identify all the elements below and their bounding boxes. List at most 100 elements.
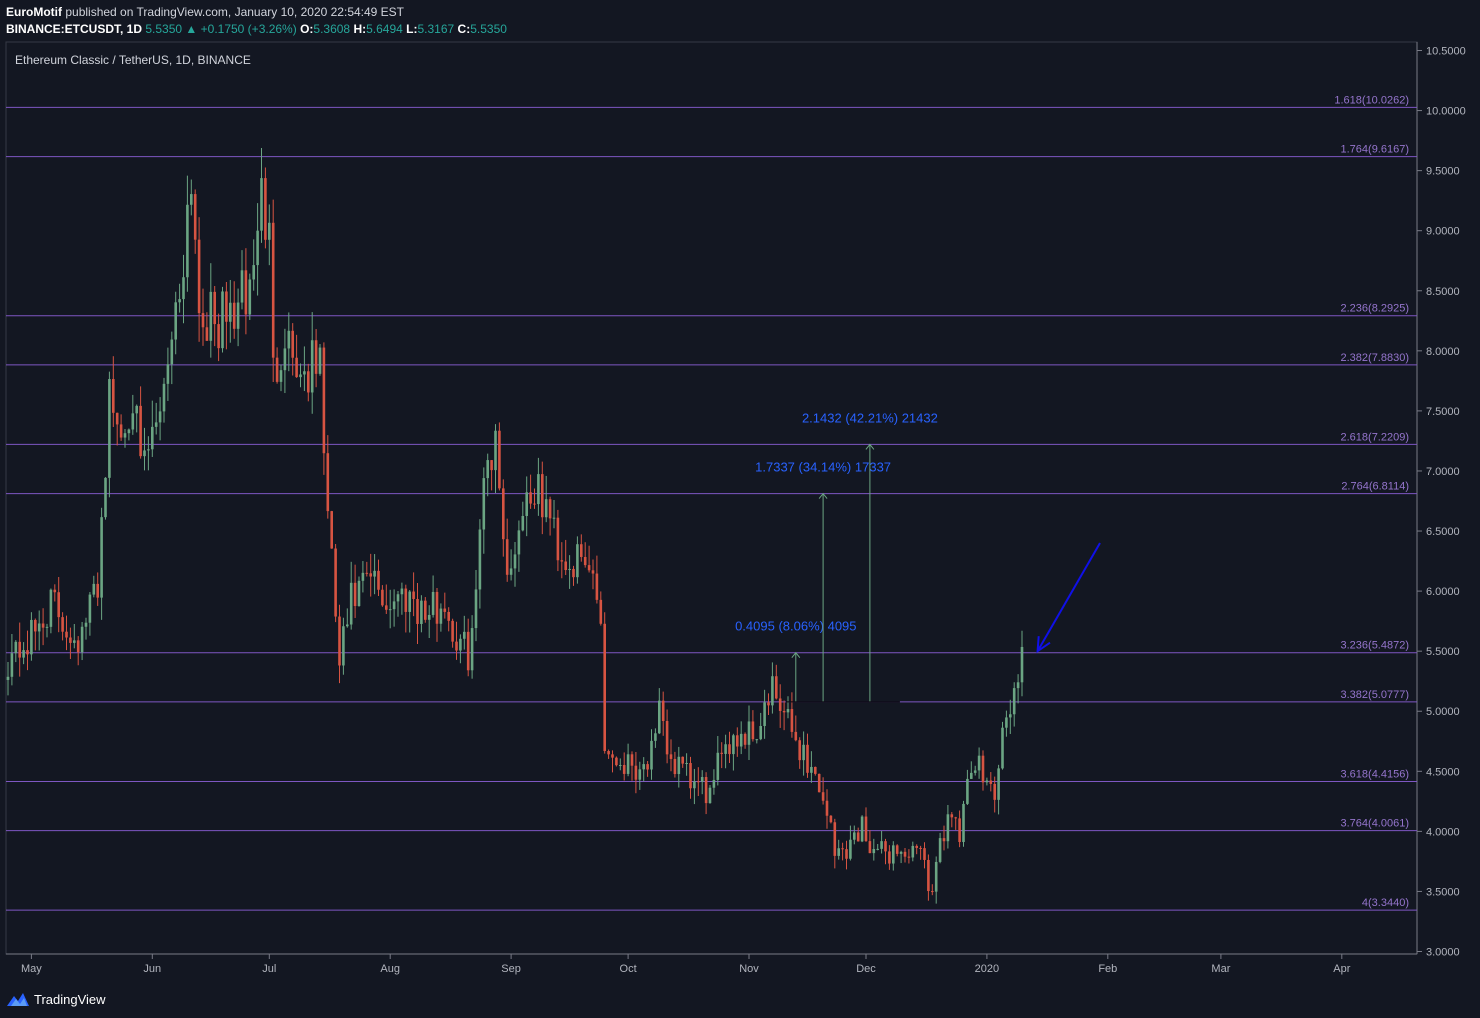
candle-body (295, 357, 298, 378)
measure-label: 2.1432 (42.21%) 21432 (802, 410, 938, 425)
candle-body (424, 600, 427, 620)
candle-body (385, 605, 388, 610)
candles (6, 147, 1024, 904)
candle-body (404, 588, 408, 612)
candle-body (552, 517, 556, 519)
candle-body (115, 412, 119, 425)
last-price: 5.5350 (145, 22, 183, 36)
candle-body (700, 777, 704, 782)
candle-body (221, 291, 224, 349)
candle-body (88, 594, 92, 623)
time-axis[interactable]: May Jun Jul Aug Sep Oct Nov Dec 2020 Feb Mar Apr (21, 954, 1351, 975)
fib-level-label: 3.236(5.4872) (1341, 640, 1410, 652)
time-tick-label: Aug (380, 963, 400, 975)
candle-body (942, 838, 946, 842)
candle-body (217, 324, 220, 349)
candle-body (334, 548, 337, 617)
candle-body (915, 845, 918, 848)
candle-body (135, 405, 138, 414)
candle-body (158, 411, 162, 423)
fib-levels: 1.618(10.0262) 1.764(9.6167) 2.236(8.2925)… (6, 94, 1417, 911)
price-tick-label: 4.0000 (1426, 826, 1460, 838)
up-triangle-icon: ▲ (185, 22, 198, 36)
chart-title: Ethereum Classic / TetherUS, 1D, BINANCE (15, 53, 251, 67)
candle-body (790, 709, 794, 732)
candle-body (420, 600, 423, 624)
candle-body (108, 379, 111, 478)
candle-body (408, 591, 411, 612)
time-tick-label: Jul (262, 963, 276, 975)
fib-level-label: 3.618(4.4156) (1341, 768, 1410, 780)
annotation-arrowhead (1036, 636, 1051, 654)
candle-body (806, 744, 809, 773)
price-tick-label: 9.5000 (1426, 166, 1460, 178)
candle-body (661, 700, 665, 721)
time-tick-label: Feb (1098, 963, 1117, 975)
candle-body (22, 650, 25, 658)
candle-body (318, 347, 322, 374)
price-axis[interactable]: 10.5000 10.0000 9.5000 9.0000 8.5000 8.0000 7.… (1417, 46, 1466, 959)
time-tick-label: Nov (739, 963, 759, 975)
candle-body (178, 299, 181, 303)
chart-canvas[interactable]: Ethereum Classic / TetherUS, 1D, BINANCE… (0, 0, 1480, 982)
price-change: +0.1750 (+3.26%) (200, 22, 297, 36)
candle-body (903, 851, 907, 857)
candle-body (513, 554, 517, 569)
candle-body (377, 570, 380, 590)
candle-body (884, 841, 887, 852)
candle-body (76, 640, 80, 653)
candle-body (880, 841, 883, 849)
candle-body (654, 733, 657, 741)
candle-body (564, 561, 567, 571)
annotation-arrow-shaft (1036, 542, 1101, 652)
candle-body (759, 726, 762, 740)
candle-body (868, 841, 872, 854)
candle-body (490, 460, 493, 471)
fib-level-label: 2.618(7.2209) (1341, 431, 1410, 443)
candle-body (365, 572, 369, 574)
candle-body (576, 544, 579, 578)
price-tick-label: 6.0000 (1426, 586, 1460, 598)
price-tick-label: 5.5000 (1426, 646, 1460, 658)
candle-body (80, 626, 84, 653)
candle-body (139, 405, 142, 457)
candle-body (342, 626, 345, 666)
candle-body (369, 573, 372, 577)
candle-body (271, 222, 275, 358)
candle-body (817, 773, 821, 793)
candle-body (755, 739, 759, 741)
candle-body (693, 781, 696, 789)
candle-body (190, 194, 193, 205)
candle-body (349, 582, 353, 625)
candle-body (743, 733, 747, 745)
price-tick-label: 9.0000 (1426, 226, 1460, 238)
candle-body (127, 429, 131, 434)
candle-body (681, 756, 684, 764)
price-tick-label: 8.5000 (1426, 286, 1460, 298)
candle-body (459, 638, 462, 651)
tradingview-logo-icon[interactable] (6, 990, 30, 1008)
measure-arrowhead (865, 443, 875, 450)
candle-body (580, 544, 583, 557)
candle-body (763, 702, 766, 727)
measure-label: 1.7337 (34.14%) 17337 (755, 460, 891, 475)
candle-body (786, 709, 790, 713)
candle-body (287, 330, 291, 349)
candle-body (677, 756, 681, 775)
tradingview-brand[interactable]: TradingView (34, 992, 106, 1007)
candle-body (151, 426, 154, 450)
candle-body (232, 302, 236, 329)
candle-body (213, 291, 216, 325)
annotation-arrow[interactable] (1036, 542, 1101, 654)
author-name[interactable]: EuroMotif (6, 5, 62, 19)
fib-level-label: 2.764(6.8114) (1341, 481, 1409, 493)
candle-body (892, 845, 895, 864)
candle-body (950, 814, 954, 818)
candle-body (876, 848, 879, 850)
candle-body (814, 766, 817, 774)
candle-body (197, 239, 201, 314)
candle-body (119, 424, 123, 438)
candle-body (907, 856, 911, 858)
candle-body (724, 744, 727, 754)
candle-body (611, 754, 614, 758)
